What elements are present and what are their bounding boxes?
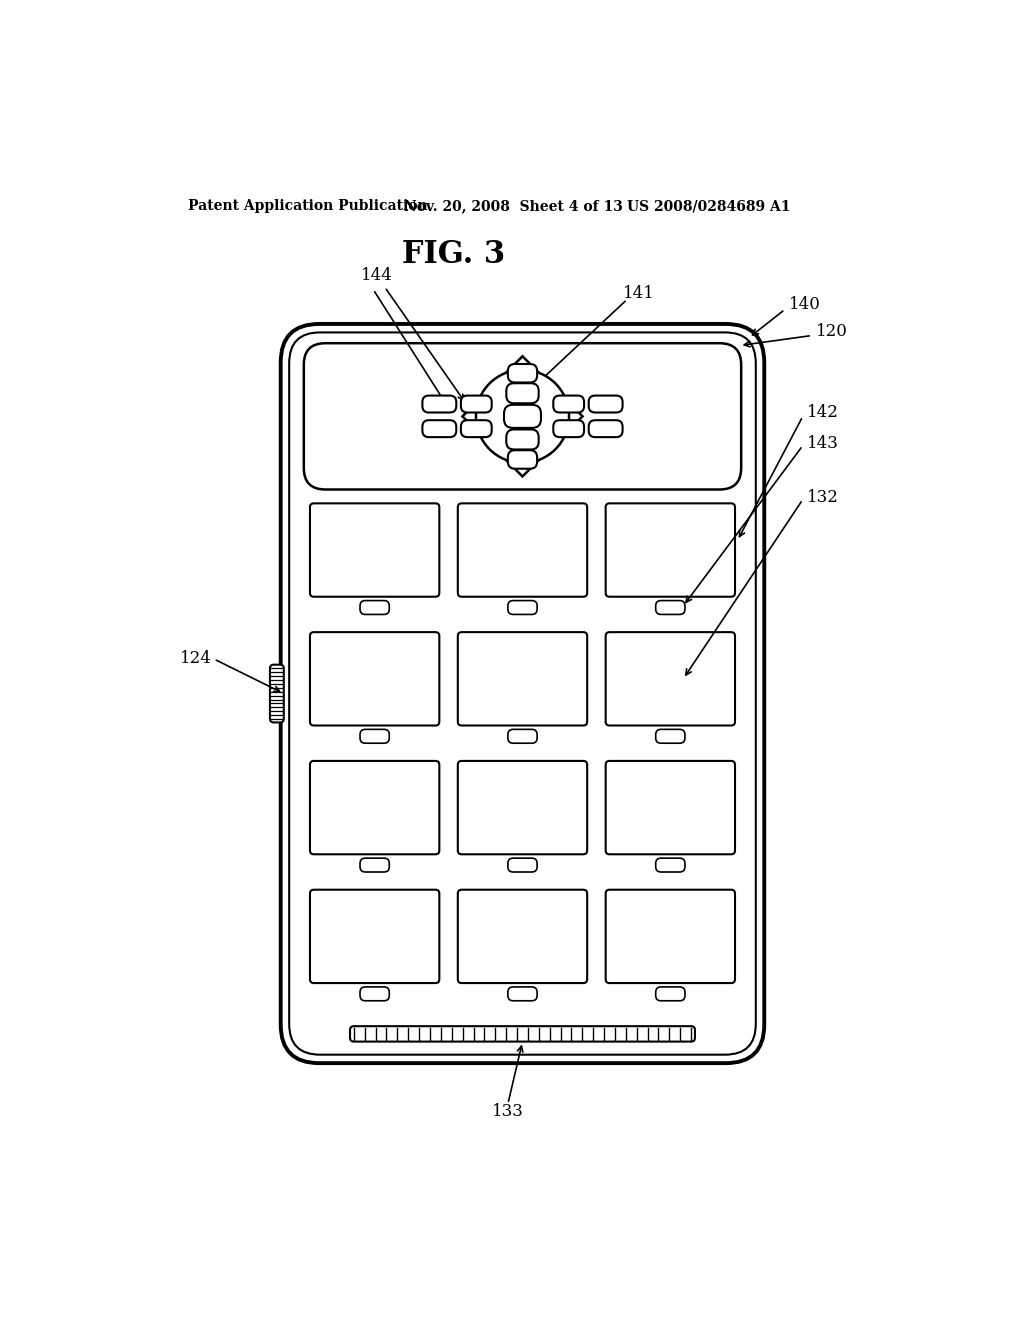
FancyBboxPatch shape <box>310 503 439 597</box>
FancyBboxPatch shape <box>506 429 539 449</box>
Text: 133: 133 <box>492 1104 524 1121</box>
FancyBboxPatch shape <box>655 601 685 614</box>
FancyBboxPatch shape <box>422 396 457 412</box>
FancyBboxPatch shape <box>605 503 735 597</box>
Text: Nov. 20, 2008  Sheet 4 of 13: Nov. 20, 2008 Sheet 4 of 13 <box>403 199 623 213</box>
FancyBboxPatch shape <box>360 601 389 614</box>
FancyBboxPatch shape <box>458 503 587 597</box>
FancyBboxPatch shape <box>360 987 389 1001</box>
FancyBboxPatch shape <box>589 396 623 412</box>
FancyBboxPatch shape <box>504 405 541 428</box>
FancyBboxPatch shape <box>350 1026 695 1041</box>
FancyBboxPatch shape <box>508 450 538 469</box>
FancyBboxPatch shape <box>589 420 623 437</box>
FancyBboxPatch shape <box>422 420 457 437</box>
FancyBboxPatch shape <box>508 364 538 383</box>
FancyBboxPatch shape <box>655 858 685 873</box>
Text: 141: 141 <box>624 285 655 302</box>
Text: 143: 143 <box>807 434 839 451</box>
FancyBboxPatch shape <box>461 420 492 437</box>
FancyBboxPatch shape <box>508 601 538 614</box>
FancyBboxPatch shape <box>508 858 538 873</box>
FancyBboxPatch shape <box>605 760 735 854</box>
FancyBboxPatch shape <box>458 760 587 854</box>
FancyBboxPatch shape <box>506 383 539 404</box>
FancyBboxPatch shape <box>461 396 492 412</box>
Text: Patent Application Publication: Patent Application Publication <box>188 199 428 213</box>
Text: 140: 140 <box>788 296 821 313</box>
FancyBboxPatch shape <box>310 890 439 983</box>
Text: 142: 142 <box>807 404 839 421</box>
FancyBboxPatch shape <box>310 632 439 726</box>
Text: 120: 120 <box>816 323 848 341</box>
FancyBboxPatch shape <box>508 730 538 743</box>
FancyBboxPatch shape <box>304 343 741 490</box>
FancyBboxPatch shape <box>310 760 439 854</box>
FancyBboxPatch shape <box>360 730 389 743</box>
FancyBboxPatch shape <box>553 396 584 412</box>
Text: 132: 132 <box>807 488 839 506</box>
FancyBboxPatch shape <box>553 420 584 437</box>
FancyBboxPatch shape <box>281 323 764 1063</box>
FancyBboxPatch shape <box>458 890 587 983</box>
FancyBboxPatch shape <box>458 632 587 726</box>
Text: 144: 144 <box>361 267 393 284</box>
FancyBboxPatch shape <box>289 333 756 1055</box>
FancyBboxPatch shape <box>655 987 685 1001</box>
FancyBboxPatch shape <box>605 632 735 726</box>
Polygon shape <box>463 356 583 477</box>
Text: FIG. 3: FIG. 3 <box>402 239 506 271</box>
FancyBboxPatch shape <box>270 665 284 722</box>
FancyBboxPatch shape <box>605 890 735 983</box>
Text: US 2008/0284689 A1: US 2008/0284689 A1 <box>628 199 791 213</box>
Text: 124: 124 <box>179 651 211 668</box>
FancyBboxPatch shape <box>508 987 538 1001</box>
FancyBboxPatch shape <box>655 730 685 743</box>
FancyBboxPatch shape <box>360 858 389 873</box>
Ellipse shape <box>476 370 569 463</box>
